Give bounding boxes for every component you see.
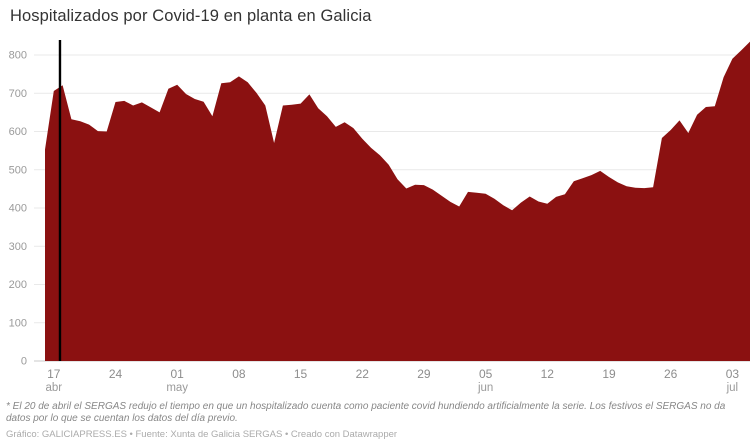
svg-text:700: 700	[9, 88, 27, 100]
svg-text:0: 0	[21, 356, 27, 368]
svg-text:19: 19	[602, 367, 616, 381]
svg-text:jun: jun	[477, 382, 493, 394]
svg-text:600: 600	[9, 126, 27, 138]
svg-text:100: 100	[9, 317, 27, 329]
svg-text:22: 22	[356, 367, 370, 381]
svg-text:05: 05	[479, 367, 493, 381]
chart-credit: Gráfico: GALICIAPRESS.ES • Fuente: Xunta…	[6, 429, 398, 440]
svg-text:15: 15	[294, 367, 308, 381]
svg-text:17: 17	[47, 367, 61, 381]
svg-text:26: 26	[664, 367, 678, 381]
svg-text:12: 12	[541, 367, 555, 381]
svg-text:200: 200	[9, 279, 27, 291]
svg-text:24: 24	[109, 367, 123, 381]
svg-text:01: 01	[171, 367, 185, 381]
svg-text:abr: abr	[46, 382, 63, 394]
chart-footnote: * El 20 de abril el SERGAS redujo el tie…	[6, 401, 726, 424]
svg-text:29: 29	[417, 367, 431, 381]
svg-text:may: may	[166, 382, 188, 394]
svg-text:03: 03	[726, 367, 740, 381]
svg-text:300: 300	[9, 241, 27, 253]
svg-text:500: 500	[9, 164, 27, 176]
svg-text:jul: jul	[726, 382, 739, 394]
area-series-hospitalizados	[45, 41, 750, 361]
chart-title: Hospitalizados por Covid-19 en planta en…	[10, 7, 372, 25]
svg-text:08: 08	[232, 367, 246, 381]
svg-text:400: 400	[9, 203, 27, 215]
y-axis-labels: 0 100 200 300 400 500 600 700 800	[9, 50, 27, 368]
svg-text:800: 800	[9, 50, 27, 62]
